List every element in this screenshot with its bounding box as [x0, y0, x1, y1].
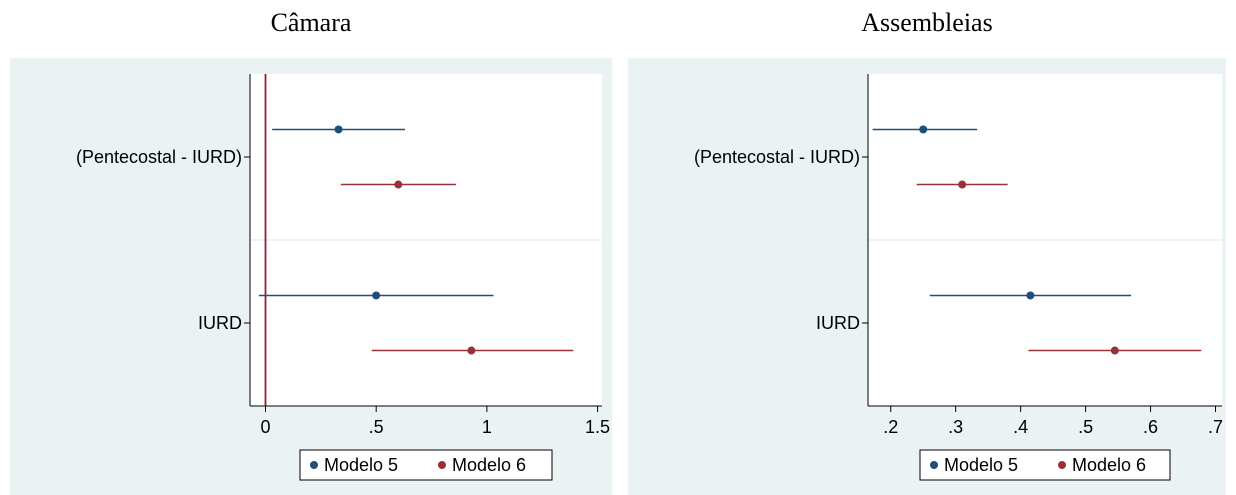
x-tick-label: .5 — [1078, 417, 1093, 437]
estimate-point — [919, 125, 928, 134]
legend-label: Modelo 6 — [1072, 455, 1146, 475]
y-tick-label: IURD — [198, 313, 242, 333]
estimate-point — [1110, 346, 1119, 355]
estimate-point — [372, 291, 381, 300]
legend-label: Modelo 6 — [452, 455, 526, 475]
panel-0: 0 .5 1 1.5 (Pentecostal - IURD) IURD Modelo 5 M… — [10, 58, 612, 495]
x-tick-label: .3 — [948, 417, 963, 437]
estimate-point — [1026, 291, 1035, 300]
y-tick-label: (Pentecostal - IURD) — [76, 147, 242, 167]
x-tick-label: .5 — [369, 417, 384, 437]
chart-title-camara: Câmara — [270, 8, 352, 37]
legend-box — [919, 449, 1171, 481]
legend-marker — [438, 461, 446, 469]
y-tick-label: (Pentecostal - IURD) — [694, 147, 860, 167]
x-tick-label: .2 — [883, 417, 898, 437]
x-tick-label: .6 — [1143, 417, 1158, 437]
estimate-point — [467, 346, 476, 355]
legend-marker — [1058, 461, 1066, 469]
x-tick-label: 0 — [260, 417, 270, 437]
estimate-point — [334, 125, 343, 134]
x-tick-label: .4 — [1013, 417, 1028, 437]
y-tick-label: IURD — [816, 313, 860, 333]
panel-1: .2 .3 .4 .5 .6 .7 (Pentecostal - IURD) IURD Mode… — [628, 58, 1226, 495]
x-tick-label: 1.5 — [585, 417, 610, 437]
legend-label: Modelo 5 — [324, 455, 398, 475]
legend-box — [299, 449, 553, 481]
x-tick-label: 1 — [482, 417, 492, 437]
legend-marker — [930, 461, 938, 469]
estimate-point — [394, 180, 403, 189]
legend-label: Modelo 5 — [944, 455, 1018, 475]
legend-marker — [310, 461, 318, 469]
x-tick-label: .7 — [1208, 417, 1223, 437]
chart-title-assembleias: Assembleias — [861, 8, 993, 37]
estimate-point — [958, 180, 967, 189]
